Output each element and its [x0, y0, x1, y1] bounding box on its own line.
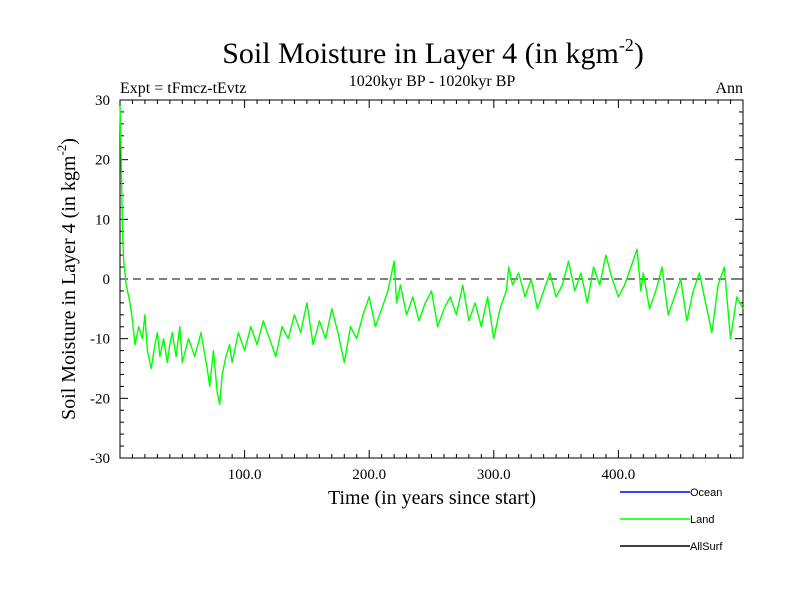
y-tick-labels: -30 -20 -10 0 10 20 30 [90, 93, 110, 467]
series-group [119, 105, 744, 405]
legend-label-allsurf: AllSurf [690, 541, 723, 553]
series-line-land [119, 105, 744, 405]
x-tick-label: 200.0 [352, 467, 386, 483]
y-tick-label: -20 [90, 391, 110, 407]
y-tick-label: -10 [90, 332, 110, 348]
x-tick-label: 100.0 [228, 467, 262, 483]
y-tick-label: -30 [90, 451, 110, 467]
x-tick-label: 300.0 [477, 467, 511, 483]
x-axis-label: Time (in years since start) [328, 487, 536, 509]
x-tick-label: 400.0 [602, 467, 636, 483]
season-label: Ann [715, 80, 743, 97]
chart-title: Soil Moisture in Layer 4 (in kgm-2) [222, 35, 644, 70]
expt-label: Expt = tFmcz-tEvtz [120, 80, 246, 97]
x-tick-labels: 100.0 200.0 300.0 400.0 [228, 467, 636, 483]
y-tick-label: 0 [103, 272, 111, 288]
y-axis-label: Soil Moisture in Layer 4 (in kgm-2) [54, 138, 80, 420]
y-tick-label: 30 [95, 93, 110, 109]
legend-label-ocean: Ocean [690, 487, 722, 499]
y-tick-label: 10 [95, 212, 110, 228]
legend: Ocean Land AllSurf [620, 487, 723, 553]
axis-ticks [120, 99, 743, 459]
legend-label-land: Land [690, 514, 714, 526]
chart-subtitle: 1020kyr BP - 1020kyr BP [349, 73, 516, 90]
y-tick-label: 20 [95, 153, 110, 169]
